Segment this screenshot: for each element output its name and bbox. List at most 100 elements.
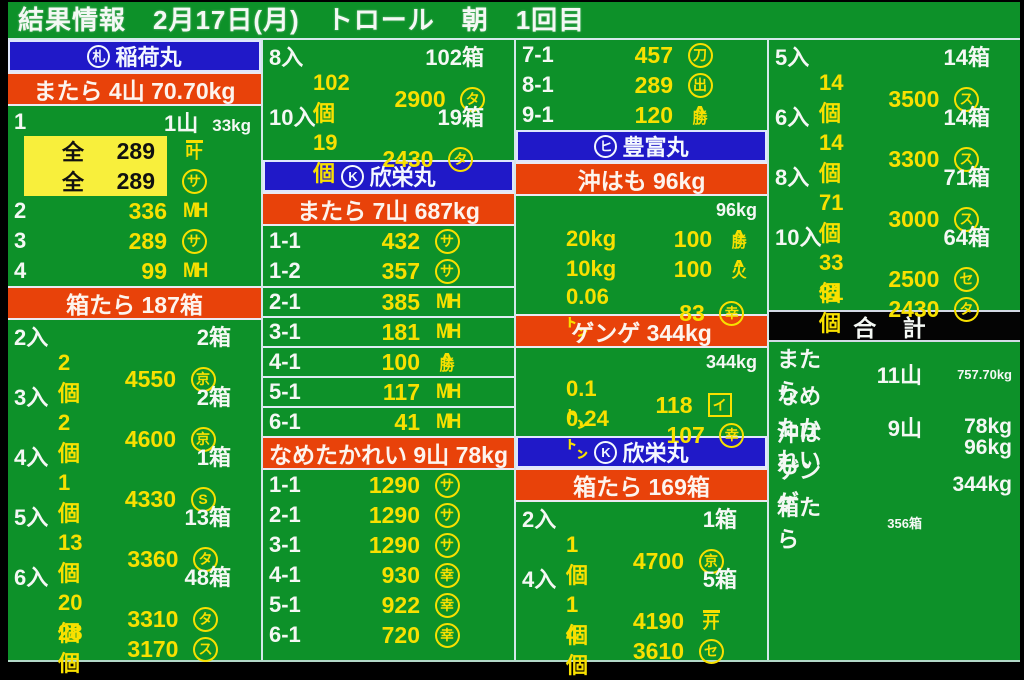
price-value: 1290 <box>368 531 420 558</box>
result-row: 2-1 1290 サ <box>263 500 514 530</box>
result-row: 5入 13箱 <box>8 500 261 530</box>
buyer-mark-ko: 幸 <box>434 592 460 618</box>
total-weight: 78kg <box>964 415 1012 438</box>
buyer-mark-cell: サ <box>420 502 474 528</box>
buyer-mark-su: ス <box>953 146 979 172</box>
lot-number: 5-1 <box>269 379 301 404</box>
lot-number: 3-1 <box>269 532 301 557</box>
buyer-mark-ta: タ <box>192 606 218 632</box>
result-row: 102個 2900 タ <box>263 70 514 126</box>
result-row: 6-1 720 幸 <box>263 620 514 650</box>
price-value: 41 <box>394 408 420 435</box>
highlight-label: 全 <box>62 170 85 195</box>
box-count: 48箱 <box>184 565 231 590</box>
buyer-mark-cell: 幸 <box>705 422 759 448</box>
total-quantity: 9山 <box>887 416 922 441</box>
buyer-mark-kyo: 京 <box>190 426 216 452</box>
result-row: 20個 3310 タ <box>8 590 261 646</box>
box-count: 71箱 <box>943 165 990 190</box>
buyer-mark-MH: MH <box>435 290 461 313</box>
buyer-mark-cell: 出 <box>673 72 727 98</box>
quantity-value: 2個 <box>58 410 81 466</box>
result-row: 2個 4550 京 <box>8 350 261 406</box>
result-row: 4入 1箱 <box>8 440 261 470</box>
result-row: 6入 14箱 <box>769 100 1020 130</box>
buyer-mark-cell: サ <box>420 228 474 254</box>
box-count: 19箱 <box>437 105 484 130</box>
price-value: 2430 <box>382 145 434 172</box>
buyer-mark-ta: タ <box>447 146 473 172</box>
price-value: 120 <box>634 101 673 128</box>
box-count: 2箱 <box>196 385 231 410</box>
buyer-mark-ko: 幸 <box>434 562 460 588</box>
buyer-mark-sa: サ <box>181 228 207 254</box>
box-count: 1箱 <box>196 445 231 470</box>
total-species-name: 箱たら <box>777 495 822 552</box>
buyer-mark-cell: サ <box>420 258 474 284</box>
weight-subtotal: 96kg <box>715 200 757 220</box>
pack-size: 6入 <box>14 565 49 590</box>
buyer-mark-cell: サ <box>167 168 221 194</box>
price-value: 289 <box>634 71 673 98</box>
total-weight: 96kg <box>964 436 1012 459</box>
buyer-mark-se: セ <box>953 266 979 292</box>
price-value: 100 <box>673 225 713 252</box>
quantity-value: 10kg <box>566 256 617 281</box>
buyer-mark-cell: セ <box>684 638 738 664</box>
yamagata-icon: ∧ <box>731 256 747 271</box>
result-row: 0.24㌧ 107 幸 <box>516 406 767 462</box>
total-quantity: 356箱 <box>887 515 922 531</box>
price-value: 385 <box>381 288 420 315</box>
price-value: 3300 <box>888 145 940 172</box>
quantity-value: 102個 <box>313 70 350 126</box>
result-row: 33個 2500 セ <box>769 250 1020 306</box>
species-bar: なめたかれい 9山 78kg <box>263 436 514 470</box>
total-row: 沖はも 96kg <box>769 416 1020 478</box>
lot-number: 1 <box>14 109 27 134</box>
buyer-mark-cell: 幸 <box>420 592 474 618</box>
quantity-value: 20kg <box>566 226 617 251</box>
result-column-4: 5入 14箱 14個 3500 ス 6入 14箱 14個 3300 ス 8入 71箱 71個 3000 ス 1… <box>767 40 1020 660</box>
buyer-mark-cell: ∧ 勝 <box>673 102 727 126</box>
lot-number: 1-2 <box>269 258 301 283</box>
pack-size: 2入 <box>522 507 557 532</box>
pack-size: 8入 <box>269 45 304 70</box>
yamagata-icon: ∧ <box>439 349 455 364</box>
result-row: 3 289 サ <box>8 226 261 256</box>
lot-number: 2 <box>14 198 27 223</box>
buyer-mark-cell: ス <box>178 636 232 662</box>
result-row: 20kg 100 ∧ 勝 <box>516 224 767 254</box>
buyer-mark-cell: 京 <box>684 548 738 574</box>
buyer-mark-cell: MH <box>420 410 474 434</box>
buyer-mark-sa: サ <box>434 502 460 528</box>
buyer-mark-cell: MH <box>420 320 474 344</box>
lot-number: 1-1 <box>269 228 301 253</box>
result-row: 9-1 120 ∧ 勝 <box>516 100 767 130</box>
price-value: 99 <box>141 257 167 284</box>
buyer-mark-satsu: 札 <box>87 44 111 68</box>
quantity-value: 2個 <box>58 350 81 406</box>
lot-number: 2-1 <box>269 289 301 314</box>
price-value: 357 <box>381 257 420 284</box>
result-row: 10入 19箱 <box>263 100 514 130</box>
result-row: 全 289 叶 <box>8 136 261 166</box>
buyer-mark-S: S <box>190 486 216 512</box>
buyer-mark-ko: 幸 <box>719 300 745 326</box>
buyer-mark-ta: タ <box>953 296 979 322</box>
price-value: 4600 <box>124 425 176 452</box>
buyer-mark-cell: サ <box>420 532 474 558</box>
yamagata-icon: ∧ <box>692 102 708 117</box>
buyer-mark-cell: 幸 <box>420 562 474 588</box>
buyer-mark-kyo: 京 <box>698 548 724 574</box>
result-row: 6入 48箱 <box>8 560 261 590</box>
pack-size: 5入 <box>775 45 810 70</box>
result-row: 2入 1箱 <box>516 502 767 532</box>
lot-summary: 1山 33kg <box>71 106 261 138</box>
boat-header: K 欣栄丸 <box>263 160 514 192</box>
price-value: 3360 <box>127 545 179 572</box>
pack-size: 6入 <box>775 105 810 130</box>
lot-number: 1-1 <box>269 472 301 497</box>
buyer-mark-cell: ∧ 勝 <box>712 228 766 250</box>
sold-highlight: 全 289 <box>24 166 167 196</box>
lot-number: 3-1 <box>269 319 301 344</box>
